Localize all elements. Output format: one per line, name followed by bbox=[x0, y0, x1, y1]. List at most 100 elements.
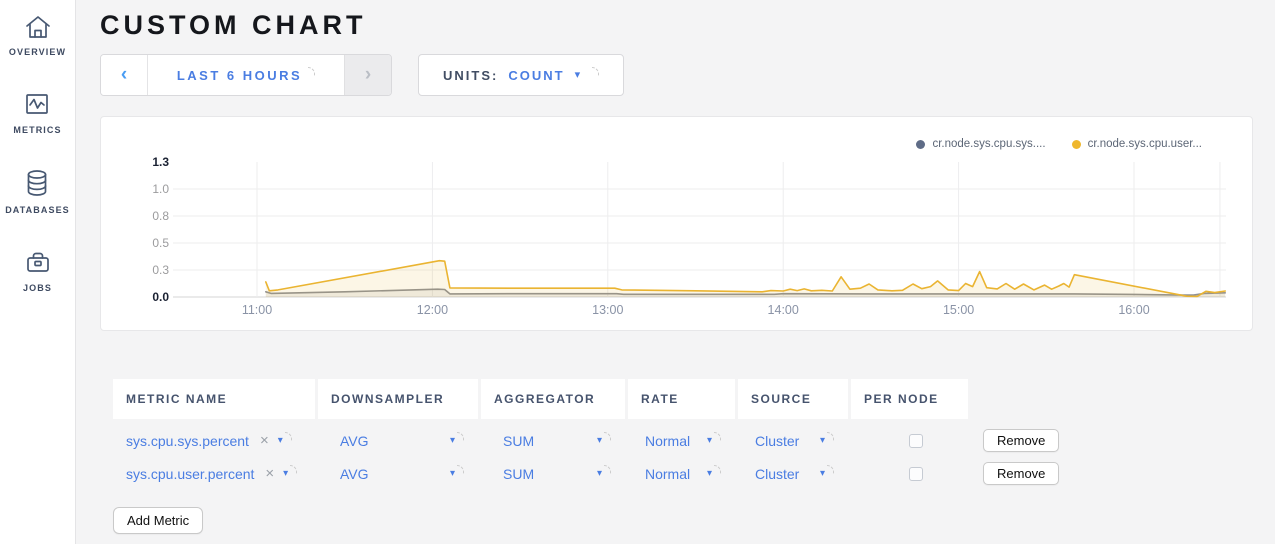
time-range-next-button[interactable]: › bbox=[344, 55, 391, 95]
sidebar-item-metrics[interactable]: METRICS bbox=[13, 90, 61, 135]
aggregator-value: SUM bbox=[503, 432, 535, 449]
home-icon bbox=[23, 14, 53, 40]
chevron-down-icon: ▾ bbox=[819, 468, 825, 479]
remove-cell: Remove bbox=[971, 457, 1111, 490]
svg-text:0.5: 0.5 bbox=[152, 236, 169, 250]
per-node-cell bbox=[851, 457, 968, 490]
sidebar-item-overview[interactable]: OVERVIEW bbox=[9, 14, 66, 57]
svg-text:13:00: 13:00 bbox=[592, 303, 623, 317]
column-header-metric-name: METRIC NAME bbox=[113, 379, 315, 419]
chevron-down-icon: ▾ bbox=[449, 468, 455, 479]
chevron-down-icon: ▾ bbox=[819, 435, 825, 446]
aggregator-value: SUM bbox=[503, 465, 535, 482]
sidebar: OVERVIEW METRICS DATABASES bbox=[0, 0, 76, 544]
remove-metric-button[interactable]: Remove bbox=[983, 429, 1060, 452]
clear-metric-icon[interactable]: × bbox=[259, 432, 269, 449]
dropdown-mark bbox=[592, 66, 600, 76]
metric-name-value[interactable]: sys.cpu.user.percent bbox=[126, 465, 255, 482]
svg-text:14:00: 14:00 bbox=[768, 303, 799, 317]
dropdown-mark bbox=[457, 465, 464, 474]
remove-cell: Remove bbox=[971, 424, 1111, 457]
sidebar-item-label: OVERVIEW bbox=[8, 47, 67, 57]
page-title: CUSTOM CHART bbox=[100, 10, 367, 40]
sidebar-item-label: DATABASES bbox=[5, 205, 70, 215]
dropdown-mark bbox=[827, 465, 834, 474]
table-row: sys.cpu.user.percent × ▾ AVG ▾ SUM ▾ bbox=[113, 457, 1253, 490]
dropdown-mark bbox=[714, 432, 721, 441]
svg-text:1.3: 1.3 bbox=[152, 155, 169, 169]
chevron-down-icon[interactable]: ▾ bbox=[283, 468, 289, 479]
svg-text:0.3: 0.3 bbox=[152, 263, 169, 277]
remove-metric-button[interactable]: Remove bbox=[983, 462, 1060, 485]
sidebar-item-jobs[interactable]: JOBS bbox=[23, 248, 53, 293]
svg-text:0.8: 0.8 bbox=[152, 209, 169, 223]
chevron-left-icon: ‹ bbox=[120, 64, 128, 85]
chart-svg: 1.3 1.0 0.8 0.5 0.3 0.0 11:00 12:00 13:00 14:00 15… bbox=[152, 155, 1226, 317]
column-header-source: SOURCE bbox=[738, 379, 848, 419]
main-content: CUSTOM CHART ‹ LAST 6 HOURS › UNITS: COU… bbox=[76, 0, 1275, 544]
dropdown-mark bbox=[457, 432, 464, 441]
dropdown-mark bbox=[604, 432, 611, 441]
dropdown-mark bbox=[827, 432, 834, 441]
dropdown-mark bbox=[284, 432, 292, 441]
legend-item-user[interactable]: cr.node.sys.cpu.user... bbox=[1071, 138, 1202, 150]
rate-dropdown[interactable]: Normal ▾ bbox=[628, 424, 735, 457]
time-range-dropdown[interactable]: LAST 6 HOURS bbox=[148, 55, 344, 95]
downsampler-dropdown[interactable]: AVG ▾ bbox=[318, 457, 478, 490]
svg-text:16:00: 16:00 bbox=[1118, 303, 1149, 317]
chart-legend: cr.node.sys.cpu.sys.... cr.node.sys.cpu.… bbox=[916, 138, 1202, 150]
per-node-cell bbox=[851, 424, 968, 457]
dropdown-mark bbox=[308, 66, 316, 76]
chevron-right-icon: › bbox=[364, 64, 372, 85]
units-value: COUNT bbox=[508, 67, 565, 83]
dropdown-mark bbox=[290, 465, 298, 474]
column-header-aggregator: AGGREGATOR bbox=[481, 379, 625, 419]
source-value: Cluster bbox=[755, 432, 800, 449]
per-node-checkbox[interactable] bbox=[909, 433, 923, 448]
metric-name-cell: sys.cpu.user.percent × ▾ bbox=[113, 457, 315, 490]
column-header-rate: RATE bbox=[628, 379, 735, 419]
legend-dot bbox=[916, 139, 926, 149]
time-range-prev-button[interactable]: ‹ bbox=[101, 55, 148, 95]
chevron-down-icon: ▾ bbox=[449, 435, 455, 446]
metric-name-value[interactable]: sys.cpu.sys.percent bbox=[126, 432, 249, 449]
table-body: sys.cpu.sys.percent × ▾ AVG ▾ SUM ▾ N bbox=[100, 424, 1253, 490]
column-header-downsampler: DOWNSAMPLER bbox=[318, 379, 478, 419]
clear-metric-icon[interactable]: × bbox=[265, 465, 275, 482]
legend-item-sys[interactable]: cr.node.sys.cpu.sys.... bbox=[916, 138, 1046, 150]
chevron-down-icon[interactable]: ▾ bbox=[277, 435, 283, 446]
legend-label: cr.node.sys.cpu.user... bbox=[1087, 138, 1202, 150]
chevron-down-icon: ▾ bbox=[706, 435, 712, 446]
sidebar-item-label: JOBS bbox=[23, 283, 52, 293]
metrics-graph-icon bbox=[22, 90, 52, 118]
downsampler-value: AVG bbox=[340, 465, 369, 482]
sidebar-item-label: METRICS bbox=[13, 125, 62, 135]
svg-text:12:00: 12:00 bbox=[417, 303, 448, 317]
aggregator-dropdown[interactable]: SUM ▾ bbox=[481, 457, 625, 490]
table-row: sys.cpu.sys.percent × ▾ AVG ▾ SUM ▾ N bbox=[113, 424, 1253, 457]
time-range-picker: ‹ LAST 6 HOURS › bbox=[100, 54, 392, 96]
downsampler-value: AVG bbox=[340, 432, 369, 449]
dropdown-mark bbox=[604, 465, 611, 474]
chevron-down-icon: ▾ bbox=[706, 468, 712, 479]
per-node-checkbox[interactable] bbox=[909, 466, 923, 481]
chevron-down-icon: ▾ bbox=[574, 68, 581, 81]
dropdown-mark bbox=[714, 465, 721, 474]
rate-dropdown[interactable]: Normal ▾ bbox=[628, 457, 735, 490]
svg-text:11:00: 11:00 bbox=[242, 303, 272, 317]
chevron-down-icon: ▾ bbox=[596, 468, 602, 479]
downsampler-dropdown[interactable]: AVG ▾ bbox=[318, 424, 478, 457]
source-value: Cluster bbox=[755, 465, 800, 482]
legend-label: cr.node.sys.cpu.sys.... bbox=[932, 138, 1046, 150]
database-icon bbox=[23, 168, 51, 198]
add-metric-button[interactable]: Add Metric bbox=[113, 507, 204, 534]
source-dropdown[interactable]: Cluster ▾ bbox=[738, 457, 848, 490]
aggregator-dropdown[interactable]: SUM ▾ bbox=[481, 424, 625, 457]
time-range-label: LAST 6 HOURS bbox=[176, 67, 303, 83]
units-dropdown[interactable]: UNITS: COUNT ▾ bbox=[418, 54, 625, 96]
source-dropdown[interactable]: Cluster ▾ bbox=[738, 424, 848, 457]
sidebar-item-databases[interactable]: DATABASES bbox=[5, 168, 70, 215]
units-label: UNITS: bbox=[443, 67, 499, 83]
metrics-table: METRIC NAME DOWNSAMPLER AGGREGATOR RATE … bbox=[100, 379, 1253, 534]
